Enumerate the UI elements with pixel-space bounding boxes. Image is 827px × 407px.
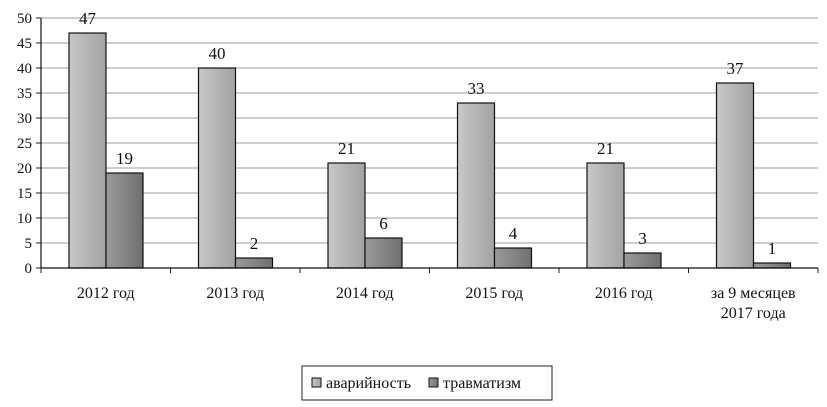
bar-injuries <box>234 257 274 269</box>
y-tick-label: 35 <box>17 86 32 102</box>
bar-accidents <box>586 162 625 269</box>
x-tick-label: 2013 год <box>206 285 264 302</box>
bar-accidents <box>197 67 237 269</box>
data-label: 21 <box>597 139 614 158</box>
y-tick-label: 0 <box>25 261 33 277</box>
bar-accidents <box>68 32 107 269</box>
legend: аварийность травматизм <box>301 365 553 401</box>
y-tick-label: 45 <box>17 36 32 52</box>
labels: 0 5 10 15 20 25 30 35 40 45 50 47 19 2012 год 40 2 2013 … <box>17 9 796 322</box>
x-tick-label-line: 2015 год <box>465 285 523 302</box>
legend-swatch <box>428 377 439 388</box>
gridlines <box>41 17 818 244</box>
x-tick-label-line: 2014 год <box>336 285 394 302</box>
x-tick-label: 2012 год <box>77 285 135 302</box>
y-tick-label: 5 <box>25 236 33 252</box>
legend-swatch <box>311 377 322 388</box>
y-tick-label: 25 <box>17 136 32 152</box>
x-tick-label-line: 2012 год <box>77 285 135 302</box>
y-tick-label: 15 <box>17 186 32 202</box>
bar-accidents <box>456 102 496 269</box>
legend-label: травматизм <box>443 375 521 392</box>
x-tick-label-line: 2017 года <box>721 305 786 322</box>
data-label: 6 <box>379 214 388 233</box>
axes <box>36 17 819 273</box>
data-label: 47 <box>79 9 97 28</box>
data-label: 37 <box>727 59 745 78</box>
bar-accidents <box>715 82 755 269</box>
x-tick-label: 2015 год <box>465 285 523 302</box>
y-tick-label: 10 <box>17 211 32 227</box>
x-tick-label-line: 2016 год <box>595 285 653 302</box>
x-tick-label: за 9 месяцев 2017 года <box>711 285 796 322</box>
y-tick-label: 50 <box>17 11 32 27</box>
bar-injuries <box>493 247 533 269</box>
x-tick-label-line: за 9 месяцев <box>711 285 796 302</box>
data-label: 4 <box>509 224 518 243</box>
legend-box <box>301 365 553 401</box>
data-label: 1 <box>768 239 777 258</box>
x-tick-label-line: 2013 год <box>206 285 264 302</box>
data-label: 2 <box>250 234 259 253</box>
bar-injuries <box>105 172 144 269</box>
data-label: 21 <box>338 139 355 158</box>
bar-injuries <box>364 237 403 269</box>
data-label: 3 <box>638 229 647 248</box>
y-tick-label: 40 <box>17 61 32 77</box>
x-tick-label: 2016 год <box>595 285 653 302</box>
x-tick-label: 2014 год <box>336 285 394 302</box>
bar-accidents <box>327 162 366 269</box>
y-tick-label: 30 <box>17 111 32 127</box>
legend-label: аварийность <box>326 375 411 392</box>
data-label: 33 <box>468 79 485 98</box>
y-tick-label: 20 <box>17 161 32 177</box>
bar-injuries <box>752 262 792 269</box>
bar-injuries <box>623 252 662 269</box>
data-label: 40 <box>209 44 226 63</box>
data-label: 19 <box>116 149 133 168</box>
